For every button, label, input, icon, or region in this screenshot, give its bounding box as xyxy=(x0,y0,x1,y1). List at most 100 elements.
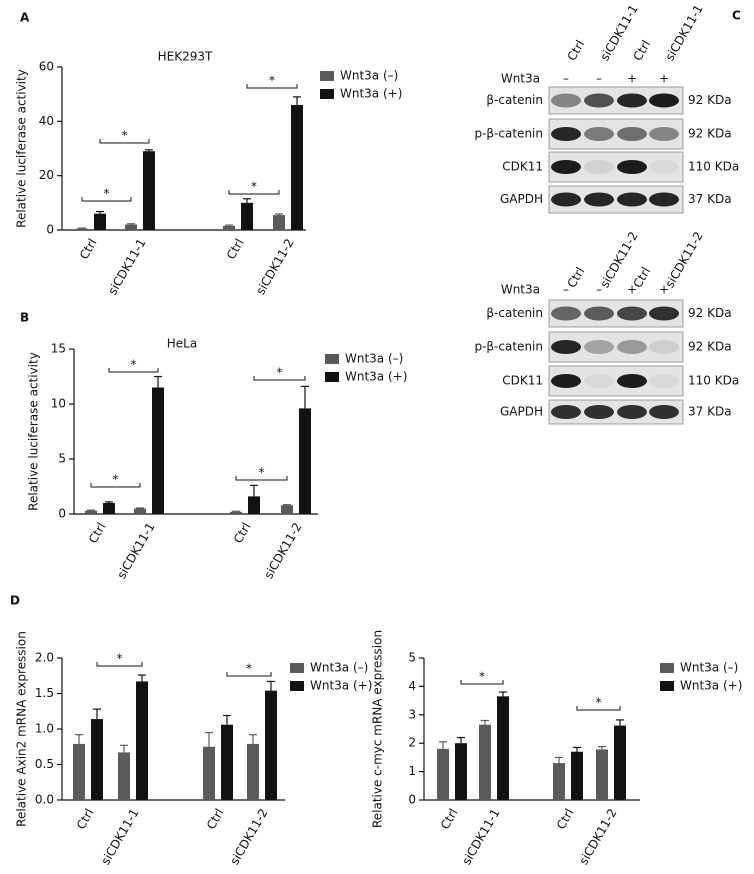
legend-swatch xyxy=(290,681,304,691)
protein-label: p-β-catenin xyxy=(474,127,543,141)
blot-band xyxy=(584,405,614,419)
bar xyxy=(221,724,233,800)
y-tick-label: 4 xyxy=(408,679,416,693)
treatment-label: Wnt3a xyxy=(501,283,540,297)
blot-band xyxy=(617,374,647,388)
blot-band xyxy=(551,192,581,207)
treatment-sign: + xyxy=(659,283,669,297)
y-axis-label: Relative Axin2 mRNA expression xyxy=(15,631,29,827)
blot-band xyxy=(617,192,647,207)
legend-label: Wnt3a (+) xyxy=(310,679,372,693)
significance-bracket xyxy=(90,483,141,488)
significance-bracket xyxy=(460,680,504,685)
bar xyxy=(273,215,285,230)
bar xyxy=(91,719,103,800)
blot-band xyxy=(584,127,614,141)
legend-label: Wnt3a (+) xyxy=(340,87,402,101)
bar xyxy=(152,387,164,514)
bar xyxy=(571,751,583,800)
bar xyxy=(73,743,85,800)
bar xyxy=(94,213,106,230)
y-tick-label: 3 xyxy=(408,707,416,721)
bar xyxy=(125,224,137,230)
legend-swatch xyxy=(325,354,339,364)
blot-band xyxy=(551,127,581,141)
y-tick-label: 5 xyxy=(408,651,416,665)
y-tick-label: 10 xyxy=(51,397,66,411)
significance-bracket xyxy=(99,139,150,144)
bar xyxy=(248,496,260,514)
significance-label: * xyxy=(251,180,257,194)
blot-band xyxy=(617,93,647,108)
legend-swatch xyxy=(320,71,334,81)
bar xyxy=(299,408,311,514)
blot-band xyxy=(584,192,614,207)
protein-label: β-catenin xyxy=(486,93,543,107)
significance-label: * xyxy=(131,358,137,372)
blot-band xyxy=(617,405,647,419)
y-tick-label: 2.0 xyxy=(35,651,54,665)
significance-label: * xyxy=(122,129,128,143)
bar xyxy=(134,508,146,514)
significance-bracket xyxy=(228,190,280,195)
bar xyxy=(143,151,155,230)
bar xyxy=(281,505,293,514)
significance-label: * xyxy=(269,74,275,88)
panel-letter: B xyxy=(20,311,29,325)
treatment-sign: – xyxy=(596,72,602,86)
protein-label: GAPDH xyxy=(500,192,543,206)
bar xyxy=(614,725,626,800)
bar xyxy=(437,748,449,800)
blot-band xyxy=(649,340,679,354)
legend-swatch xyxy=(660,663,674,673)
significance-label: * xyxy=(259,466,265,480)
bar xyxy=(265,690,277,800)
y-tick-label: 1.0 xyxy=(35,722,54,736)
bar xyxy=(230,511,242,514)
y-tick-label: 0.5 xyxy=(35,757,54,771)
treatment-sign: – xyxy=(563,283,569,297)
y-tick-label: 1.5 xyxy=(35,686,54,700)
size-label: 92 KDa xyxy=(688,306,732,320)
significance-bracket xyxy=(81,197,132,202)
bar xyxy=(455,743,467,800)
legend-label: Wnt3a (+) xyxy=(680,679,742,693)
legend-label: Wnt3a (–) xyxy=(345,352,403,366)
significance-bracket xyxy=(226,672,272,677)
panel-letter: D xyxy=(10,594,20,608)
bar xyxy=(103,503,115,514)
blot-band xyxy=(584,374,614,388)
bar xyxy=(76,228,88,230)
size-label: 92 KDa xyxy=(688,340,732,354)
significance-bracket xyxy=(253,376,306,381)
treatment-sign: – xyxy=(563,72,569,86)
blot-band xyxy=(551,405,581,419)
blot-band xyxy=(584,340,614,354)
legend-label: Wnt3a (–) xyxy=(340,69,398,83)
bar xyxy=(291,105,303,230)
blot-band xyxy=(551,340,581,354)
blot-band xyxy=(551,306,581,321)
treatment-label: Wnt3a xyxy=(501,72,540,86)
blot-band xyxy=(617,127,647,141)
y-tick-label: 1 xyxy=(408,764,416,778)
size-label: 110 KDa xyxy=(688,160,739,174)
significance-label: * xyxy=(479,670,485,684)
chart-title: HEK293T xyxy=(158,50,213,64)
blot-band xyxy=(584,160,614,174)
significance-label: * xyxy=(246,662,252,676)
significance-bracket xyxy=(108,368,159,373)
protein-label: β-catenin xyxy=(486,306,543,320)
blot-band xyxy=(649,192,679,207)
legend-swatch xyxy=(325,372,339,382)
protein-label: p-β-catenin xyxy=(474,340,543,354)
significance-bracket xyxy=(235,476,288,481)
bar xyxy=(85,510,97,514)
protein-label: CDK11 xyxy=(502,160,543,174)
chart-title: HeLa xyxy=(167,337,197,351)
size-label: 37 KDa xyxy=(688,192,732,206)
significance-label: * xyxy=(277,366,283,380)
blot-band xyxy=(551,93,581,108)
legend-label: Wnt3a (–) xyxy=(680,661,738,675)
bar xyxy=(203,746,215,800)
